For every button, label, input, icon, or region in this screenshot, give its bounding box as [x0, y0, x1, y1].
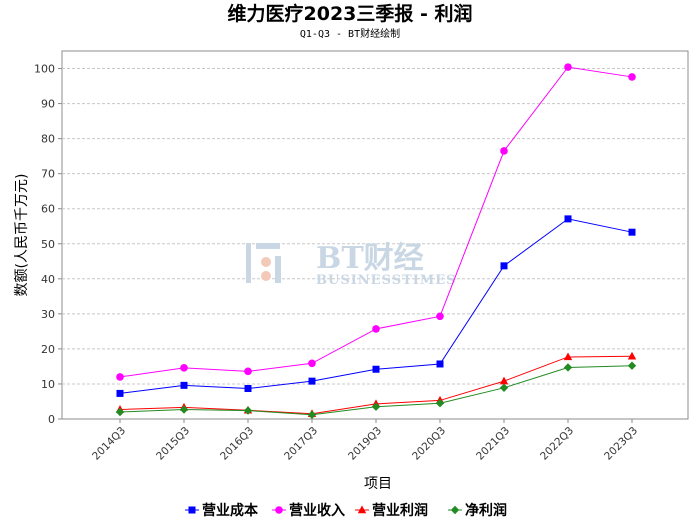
legend-marker — [275, 506, 283, 514]
data-point — [116, 373, 124, 381]
x-tick-label: 2020Q3 — [410, 425, 448, 463]
y-tick-label: 40 — [41, 273, 55, 286]
y-tick-label: 100 — [34, 63, 55, 76]
legend-label: 营业利润 — [372, 502, 428, 519]
y-tick-label: 30 — [41, 308, 55, 321]
grid-lines — [62, 68, 688, 385]
data-point — [244, 367, 252, 376]
y-axis-label: 数额(人民币千万元) — [14, 174, 30, 297]
legend-marker — [450, 505, 460, 515]
y-tick-label: 70 — [41, 168, 55, 181]
data-point — [627, 361, 637, 370]
x-tick-label: 2016Q3 — [218, 425, 256, 463]
y-axis: 0 10 20 30 40 50 60 70 80 90 100 — [34, 63, 62, 426]
y-tick-label: 20 — [41, 343, 55, 356]
x-tick-label: 2023Q3 — [602, 425, 640, 463]
data-point — [372, 365, 380, 373]
y-tick-label: 0 — [48, 413, 55, 426]
legend-marker — [357, 505, 367, 514]
data-point — [308, 377, 316, 385]
legend-item: 营业利润 — [355, 502, 428, 519]
data-point — [628, 73, 636, 81]
data-point — [564, 215, 572, 223]
y-tick-label: 90 — [41, 98, 55, 111]
y-tick-label: 10 — [41, 378, 55, 391]
series-3 — [115, 361, 637, 419]
data-point — [179, 405, 189, 414]
data-point — [308, 359, 316, 368]
series-0 — [116, 215, 636, 397]
data-point — [627, 351, 637, 360]
plot-area — [61, 50, 689, 420]
chart-title: 维力医疗2023三季报 - 利润 — [228, 2, 473, 25]
data-point — [500, 262, 508, 270]
data-point — [500, 147, 508, 155]
watermark-tagline: BUSINESSTIMES — [316, 273, 457, 288]
x-tick-label: 2017Q3 — [282, 425, 320, 463]
x-axis-label: 项目 — [364, 476, 392, 492]
legend-label: 营业成本 — [202, 502, 259, 519]
data-point — [307, 410, 317, 419]
watermark: BT财经 BUSINESSTIMES — [246, 241, 457, 288]
watermark-logo-icon — [246, 243, 281, 283]
legend-item: 营业收入 — [272, 502, 345, 519]
data-point — [180, 364, 188, 372]
data-point — [628, 228, 636, 236]
x-tick-label: 2022Q3 — [538, 425, 576, 463]
data-point — [435, 399, 445, 408]
legend: 营业成本 营业收入 营业利润 净利润 — [185, 502, 507, 519]
data-point — [564, 63, 572, 71]
legend-item: 净利润 — [448, 502, 507, 519]
data-point — [499, 383, 509, 393]
series-1 — [116, 63, 636, 381]
data-point — [563, 363, 573, 372]
data-point — [499, 376, 509, 385]
series-layer — [115, 63, 637, 419]
y-tick-label: 60 — [41, 203, 55, 216]
watermark-brand: BT财经 — [316, 241, 424, 276]
x-tick-label: 2014Q3 — [90, 425, 128, 463]
data-point — [436, 360, 444, 368]
chart-subtitle: Q1-Q3 - BT财经绘制 — [300, 27, 400, 40]
data-point — [372, 325, 380, 333]
data-point — [116, 389, 124, 397]
legend-label: 营业收入 — [289, 502, 345, 519]
x-tick-label: 2021Q3 — [474, 425, 512, 463]
data-point — [243, 406, 253, 415]
y-tick-label: 50 — [41, 238, 55, 251]
data-point — [115, 407, 125, 417]
legend-item: 营业成本 — [185, 502, 259, 519]
y-tick-label: 80 — [41, 133, 55, 146]
data-point — [180, 381, 188, 389]
data-point — [436, 312, 444, 321]
legend-marker — [188, 506, 196, 514]
data-point — [563, 352, 573, 361]
data-point — [371, 402, 381, 411]
data-point — [244, 385, 252, 393]
legend-label: 净利润 — [465, 502, 507, 519]
x-tick-label: 2019Q3 — [346, 425, 384, 463]
x-axis: 2014Q3 2015Q3 2016Q3 2017Q3 2019Q3 2020Q3 2021… — [90, 419, 640, 463]
x-tick-label: 2015Q3 — [154, 425, 192, 463]
